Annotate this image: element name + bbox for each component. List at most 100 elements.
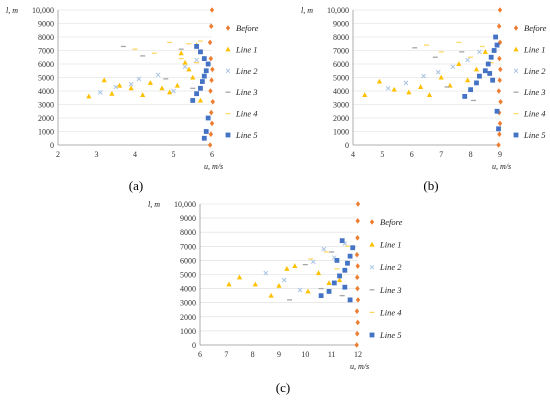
data-point bbox=[201, 135, 207, 141]
data-point bbox=[159, 85, 165, 91]
data-point bbox=[201, 56, 207, 61]
data-point bbox=[350, 245, 356, 251]
data-point bbox=[197, 97, 204, 103]
data-point bbox=[334, 258, 340, 263]
data-point bbox=[167, 89, 173, 95]
y-tick-label: 7000 bbox=[333, 47, 349, 56]
y-tick-label: 2000 bbox=[38, 114, 54, 123]
data-point bbox=[490, 77, 496, 83]
x-tick-label: 6 bbox=[198, 350, 202, 359]
legend-marker bbox=[225, 68, 231, 74]
data-point bbox=[345, 260, 350, 266]
data-point bbox=[498, 66, 503, 73]
y-axis-label: l, m bbox=[301, 6, 313, 15]
legend-marker bbox=[369, 332, 375, 338]
data-point bbox=[208, 131, 214, 137]
x-tick-label: 4 bbox=[133, 150, 137, 159]
y-tick-label: 4000 bbox=[180, 285, 196, 294]
data-point bbox=[337, 273, 342, 279]
data-point bbox=[128, 81, 134, 87]
data-point bbox=[292, 263, 298, 269]
data-point bbox=[354, 342, 359, 348]
y-tick-label: 8000 bbox=[38, 33, 54, 42]
y-tick-label: 2000 bbox=[180, 313, 196, 322]
data-point bbox=[209, 23, 214, 29]
legend-label: Line 3 bbox=[235, 87, 258, 97]
data-point bbox=[494, 42, 500, 48]
data-point bbox=[186, 66, 192, 72]
data-point bbox=[205, 115, 211, 121]
data-point bbox=[418, 84, 424, 89]
data-point bbox=[209, 7, 215, 13]
legend-label: Line 5 bbox=[379, 330, 402, 340]
data-point bbox=[497, 131, 502, 137]
x-tick-label: 11 bbox=[328, 350, 336, 359]
data-point bbox=[342, 284, 348, 290]
data-point bbox=[252, 281, 258, 287]
data-point bbox=[347, 297, 353, 303]
legend-marker bbox=[225, 132, 231, 138]
data-point bbox=[101, 77, 107, 83]
data-point bbox=[465, 57, 471, 63]
data-point bbox=[263, 270, 269, 276]
legend-marker bbox=[369, 241, 375, 247]
data-point bbox=[171, 88, 176, 94]
data-point bbox=[209, 77, 214, 83]
legend-marker bbox=[513, 132, 519, 138]
data-point bbox=[355, 297, 361, 303]
data-point bbox=[182, 64, 188, 70]
y-tick-label: 5000 bbox=[180, 271, 196, 280]
legend-label: Line 4 bbox=[379, 307, 402, 317]
x-tick-label: 9 bbox=[498, 150, 502, 159]
legend-label: Line 5 bbox=[523, 130, 546, 140]
legend-marker bbox=[369, 219, 375, 225]
data-point bbox=[113, 84, 119, 90]
data-point bbox=[462, 94, 468, 99]
data-point bbox=[190, 74, 196, 80]
data-point bbox=[482, 68, 488, 74]
data-point bbox=[297, 287, 303, 293]
data-point bbox=[347, 253, 353, 259]
data-point bbox=[362, 92, 368, 98]
y-tick-label: 10,000 bbox=[174, 200, 196, 209]
data-point bbox=[376, 78, 383, 84]
legend-label: Before bbox=[524, 23, 547, 33]
y-axis-label: l, m bbox=[6, 6, 18, 15]
y-tick-label: 7000 bbox=[180, 242, 196, 251]
y-tick-label: 9000 bbox=[38, 20, 54, 29]
legend-marker bbox=[513, 25, 519, 31]
data-point bbox=[385, 85, 391, 91]
data-point bbox=[207, 142, 213, 148]
y-tick-label: 4000 bbox=[333, 87, 349, 96]
data-point bbox=[465, 77, 471, 83]
x-tick-label: 7 bbox=[439, 150, 443, 159]
y-tick-label: 10,000 bbox=[32, 6, 54, 15]
y-tick-label: 4000 bbox=[38, 87, 54, 96]
legend-marker bbox=[225, 25, 231, 31]
data-point bbox=[203, 129, 209, 134]
data-point bbox=[493, 34, 498, 40]
legend-marker bbox=[513, 46, 519, 52]
legend-label: Line 2 bbox=[379, 262, 402, 272]
data-point bbox=[468, 87, 473, 93]
data-point bbox=[491, 48, 497, 53]
data-point bbox=[155, 72, 161, 78]
data-point bbox=[321, 246, 327, 252]
data-point bbox=[198, 49, 203, 55]
data-point bbox=[209, 120, 215, 127]
data-point bbox=[201, 73, 207, 79]
data-point bbox=[315, 270, 322, 276]
data-point bbox=[174, 82, 180, 88]
legend-label: Line 2 bbox=[235, 66, 258, 76]
data-point bbox=[128, 85, 134, 91]
data-point bbox=[485, 61, 491, 67]
data-point bbox=[331, 280, 337, 286]
x-tick-label: 9 bbox=[277, 350, 281, 359]
x-tick-label: 2 bbox=[56, 150, 60, 159]
data-point bbox=[326, 289, 332, 294]
x-tick-label: 5 bbox=[380, 150, 384, 159]
x-tick-label: 10 bbox=[301, 350, 309, 359]
data-point bbox=[497, 55, 502, 62]
data-point bbox=[147, 80, 153, 85]
data-point bbox=[496, 23, 502, 29]
